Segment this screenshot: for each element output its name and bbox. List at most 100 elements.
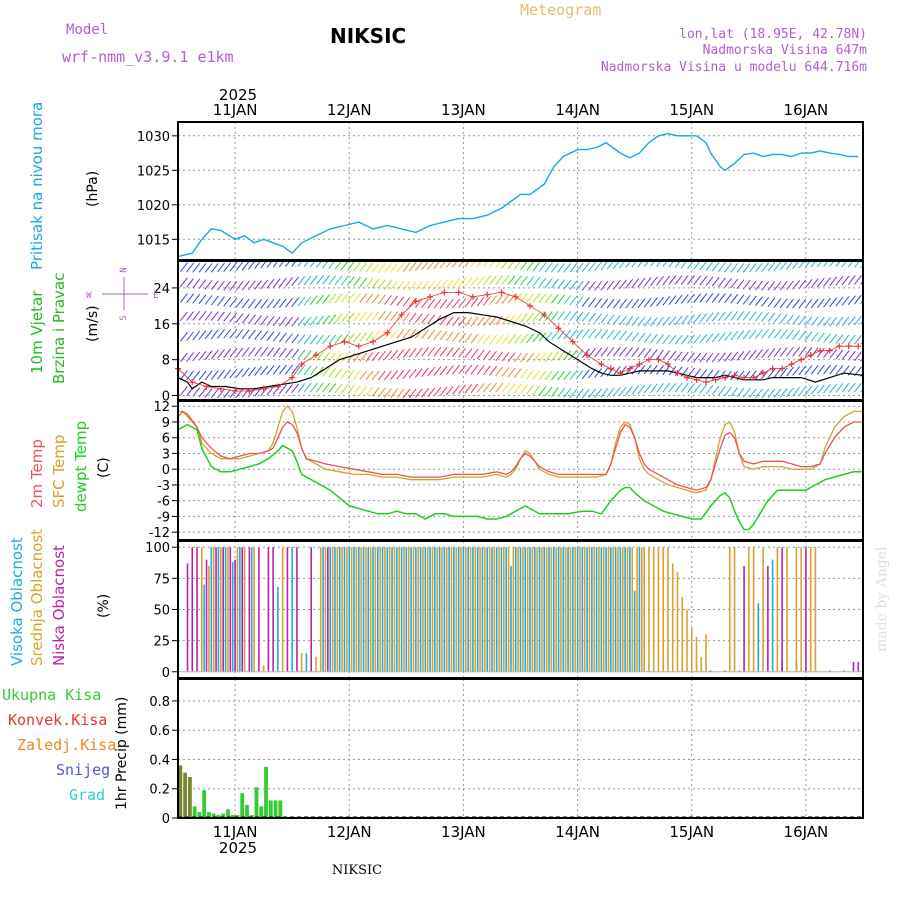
wind-barb [829, 297, 838, 307]
wind-barb [476, 349, 485, 360]
wind-barb [192, 330, 201, 341]
wind-barb [260, 315, 269, 326]
wind-barb [254, 299, 262, 309]
wind-barb [297, 296, 306, 307]
wind-barb [699, 313, 708, 323]
wind-barb [594, 281, 603, 291]
wind-barb [569, 263, 578, 273]
wind-barb [297, 276, 306, 286]
wind-barb [390, 280, 399, 291]
wind-barb [860, 280, 863, 285]
wind-barb [829, 348, 838, 359]
wind-barb [334, 334, 343, 344]
wind-barb [204, 263, 213, 273]
model-label: Model [66, 22, 108, 38]
wind-barb [755, 349, 763, 359]
wind-barb [402, 328, 411, 339]
wind-barb [538, 293, 547, 303]
wind-barb [767, 261, 776, 272]
wind-barb [786, 329, 794, 340]
wind-barb [328, 367, 337, 378]
temp-ytick-label: -6 [157, 495, 170, 510]
wind-barb [229, 312, 238, 323]
wind-barb [291, 276, 300, 287]
wind-barb [254, 280, 262, 290]
wind-barb [557, 310, 565, 321]
wind-barb [520, 369, 528, 379]
wind-barb [532, 311, 541, 322]
precip-ytick-label: 0.4 [149, 753, 170, 768]
wind-barb [229, 261, 238, 272]
wind-barb [266, 365, 275, 375]
wind-barb [730, 387, 739, 397]
wind-barb [458, 332, 467, 343]
wind-barb [569, 280, 578, 291]
wind-ytick-label: 24 [153, 282, 170, 297]
wind-barb [600, 313, 609, 324]
wind-barb [687, 314, 695, 325]
wind-barb [464, 277, 473, 287]
wind-barb [810, 278, 819, 288]
wind-barb [829, 316, 838, 327]
wind-barb [742, 350, 751, 361]
wind-barb [526, 369, 535, 380]
wind-barb [600, 347, 609, 357]
wind-barb [625, 316, 634, 326]
wind-barb [235, 388, 244, 399]
wind-barb [179, 277, 188, 288]
wind-barb [272, 261, 279, 268]
wind-barb [377, 310, 386, 321]
wind-barb [551, 387, 559, 397]
wind-barb [285, 316, 293, 327]
wind-barb [779, 261, 788, 271]
wind-barb [742, 263, 751, 273]
wind-barb [767, 281, 776, 291]
wind-barb [470, 333, 479, 344]
wind-barb [365, 331, 374, 342]
wind-barb [674, 315, 683, 326]
legend-total-rain: Ukupna Kisa [2, 686, 101, 704]
wind-barb [359, 277, 368, 288]
wind-barb [841, 382, 850, 393]
wind-barb [600, 388, 609, 398]
compass-north: N [119, 267, 129, 272]
wind-barb [625, 365, 634, 375]
wind-barb [507, 367, 516, 378]
wind-barb [804, 385, 813, 396]
temp-label-dewpt: dewpt Temp [72, 421, 90, 512]
wind-barb [501, 382, 510, 393]
wind-barb [860, 357, 863, 362]
precip-bar [254, 787, 259, 818]
wind-barb [316, 382, 324, 393]
wind-barb [761, 262, 770, 272]
compass-west: W [86, 291, 92, 301]
wind-barb [854, 275, 862, 285]
wind-barb [835, 334, 844, 344]
wind-barb [816, 298, 825, 308]
wind-barb [483, 275, 491, 286]
wind-barb [291, 297, 300, 307]
wind-barb [631, 385, 640, 395]
wind-barb [847, 350, 856, 361]
wind-barb [439, 365, 448, 376]
wind-barb [248, 314, 256, 325]
wind-barb [841, 316, 850, 327]
wind-barb [563, 350, 572, 361]
wind-barb [581, 312, 590, 322]
wind-barb [748, 263, 757, 273]
wind-barb [452, 385, 460, 395]
wind-barb [588, 347, 596, 358]
wind-barb [414, 388, 423, 399]
wind-barb [421, 367, 429, 378]
wind-barb [711, 385, 720, 395]
wind-barb [786, 346, 794, 357]
wind-barb [291, 364, 300, 375]
wind-barb [501, 261, 509, 269]
wind-barb [755, 388, 763, 399]
wind-barb [755, 280, 763, 291]
wind-barb [365, 278, 374, 288]
wind-barb [773, 347, 782, 358]
wind-barb [668, 316, 677, 326]
precip-bar [187, 777, 192, 818]
wind-barb [217, 329, 225, 339]
